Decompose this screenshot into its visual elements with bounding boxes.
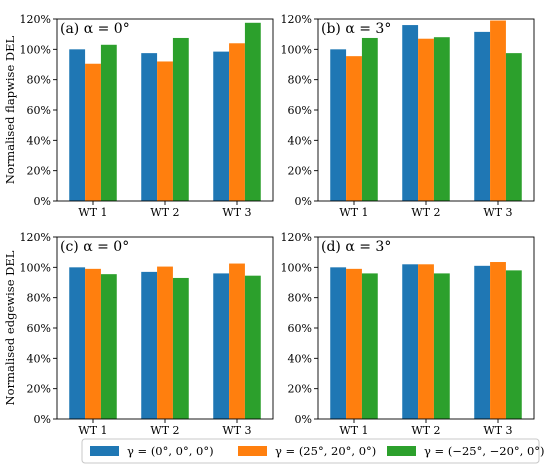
y-tick-label: 40% xyxy=(27,352,51,365)
y-tick-label: 40% xyxy=(288,352,312,365)
bar-0-1-2 xyxy=(229,43,245,201)
legend-swatch-2 xyxy=(387,446,416,456)
panel-title: (c) α = 0° xyxy=(60,239,129,255)
bar-0-2-2 xyxy=(244,22,261,201)
bar-0-2-0 xyxy=(100,44,117,201)
y-tick-label: 120% xyxy=(281,13,312,26)
bar-0-2-1 xyxy=(172,37,189,202)
bar-0-1-1 xyxy=(157,61,173,201)
y-tick-label: 60% xyxy=(288,104,312,117)
legend-swatch-1 xyxy=(238,446,267,456)
bar-2-0-2 xyxy=(213,273,230,419)
y-tick-label: 0% xyxy=(295,195,312,208)
bar-2-1-1 xyxy=(157,266,173,419)
bar-0-0-1 xyxy=(141,53,158,202)
y-tick-label: 20% xyxy=(288,383,312,396)
y-tick-label: 100% xyxy=(20,43,51,56)
bar-1-2-0 xyxy=(361,37,378,202)
y-tick-label: 20% xyxy=(27,165,51,178)
bar-3-2-2 xyxy=(505,270,522,419)
y-tick-label: 120% xyxy=(20,231,51,244)
panel-3: 0% 20% 40% 60% 80% 100% 120% WT 1 WT 2 WT 3 (d) α … xyxy=(281,231,535,437)
y-tick-label: 0% xyxy=(34,195,51,208)
y-tick-label: 60% xyxy=(288,322,312,335)
bar-1-0-2 xyxy=(474,31,491,201)
legend-label-2: γ = (−25°, −20°, 0°) xyxy=(424,444,545,458)
y-tick-label: 20% xyxy=(288,165,312,178)
bar-2-0-1 xyxy=(141,271,158,419)
bar-3-1-1 xyxy=(418,264,434,419)
bar-2-1-2 xyxy=(229,263,245,419)
y-tick-label: 80% xyxy=(27,74,51,87)
legend-swatch-0 xyxy=(90,446,119,456)
x-tick-label: WT 1 xyxy=(78,424,107,437)
y-tick-label: 100% xyxy=(281,43,312,56)
legend: γ = (0°, 0°, 0°) γ = (25°, 20°, 0°) γ = (−… xyxy=(81,438,545,464)
x-tick-label: WT 2 xyxy=(411,424,440,437)
y-tick-label: 120% xyxy=(281,231,312,244)
y-tick-label: 60% xyxy=(27,104,51,117)
x-tick-label: WT 2 xyxy=(411,206,440,219)
y-axis-label-bottom: Normalised edgewise DEL xyxy=(3,250,17,405)
panel-title: (b) α = 3° xyxy=(321,21,391,37)
bar-3-1-0 xyxy=(346,268,362,419)
panel-2: 0% 20% 40% 60% 80% 100% 120% WT 1 WT 2 WT 3 (c) α … xyxy=(20,231,274,437)
bar-1-2-2 xyxy=(505,53,522,202)
bar-3-0-1 xyxy=(402,264,419,419)
bar-1-1-0 xyxy=(346,56,362,201)
bar-1-1-1 xyxy=(418,38,434,201)
y-tick-label: 0% xyxy=(295,413,312,426)
bar-1-0-0 xyxy=(330,49,347,201)
bar-3-0-0 xyxy=(330,267,347,419)
y-tick-label: 100% xyxy=(281,261,312,274)
legend-label-1: γ = (25°, 20°, 0°) xyxy=(275,444,376,458)
bar-1-2-1 xyxy=(433,37,450,202)
y-tick-label: 80% xyxy=(288,74,312,87)
bar-2-2-2 xyxy=(244,275,261,419)
x-tick-label: WT 2 xyxy=(150,206,179,219)
panel-title: (a) α = 0° xyxy=(60,21,130,37)
bar-2-2-0 xyxy=(100,274,117,419)
y-tick-label: 80% xyxy=(27,292,51,305)
bar-3-2-0 xyxy=(361,273,378,419)
bar-1-0-1 xyxy=(402,25,419,201)
bar-0-1-0 xyxy=(85,63,101,201)
bar-0-0-2 xyxy=(213,51,230,201)
y-tick-label: 80% xyxy=(288,292,312,305)
y-tick-label: 120% xyxy=(20,13,51,26)
bar-3-2-1 xyxy=(433,273,450,419)
y-tick-label: 20% xyxy=(27,383,51,396)
y-tick-label: 60% xyxy=(27,322,51,335)
y-tick-label: 100% xyxy=(20,261,51,274)
bar-0-0-0 xyxy=(69,49,86,201)
x-tick-label: WT 1 xyxy=(339,206,368,219)
x-tick-label: WT 3 xyxy=(222,424,251,437)
legend-box xyxy=(81,438,540,464)
bar-2-0-0 xyxy=(69,267,86,419)
x-tick-label: WT 3 xyxy=(483,206,512,219)
bar-2-2-1 xyxy=(172,277,189,419)
bar-3-0-2 xyxy=(474,265,491,419)
y-axis-label-top: Normalised flapwise DEL xyxy=(3,35,17,184)
bar-2-1-0 xyxy=(85,268,101,419)
y-tick-label: 40% xyxy=(288,134,312,147)
legend-label-0: γ = (0°, 0°, 0°) xyxy=(127,444,214,458)
panel-1: 0% 20% 40% 60% 80% 100% 120% WT 1 WT 2 WT 3 (b) α … xyxy=(281,13,535,219)
x-tick-label: WT 1 xyxy=(339,424,368,437)
panel-title: (d) α = 3° xyxy=(321,239,391,255)
y-tick-label: 40% xyxy=(27,134,51,147)
x-tick-label: WT 3 xyxy=(483,424,512,437)
x-tick-label: WT 1 xyxy=(78,206,107,219)
bar-3-1-2 xyxy=(490,262,506,419)
bar-1-1-2 xyxy=(490,20,506,201)
panel-0: 0% 20% 40% 60% 80% 100% 120% WT 1 WT 2 WT 3 (a) α … xyxy=(20,13,274,219)
x-tick-label: WT 3 xyxy=(222,206,251,219)
x-tick-label: WT 2 xyxy=(150,424,179,437)
y-tick-label: 0% xyxy=(34,413,51,426)
